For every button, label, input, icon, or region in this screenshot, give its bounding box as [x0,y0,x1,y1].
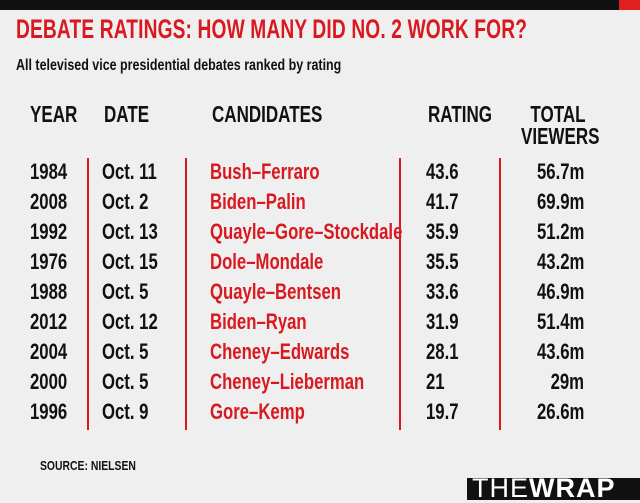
cell-year: 2008 [30,189,68,214]
cell-rating: 28.1 [426,339,459,364]
column-header-date: DATE [104,101,150,127]
cell-candidates: Cheney–Edwards [210,339,350,364]
cell-year: 1988 [30,279,68,304]
cell-candidates: Quayle–Gore–Stockdale [210,219,403,244]
column-header-viewers-line1: TOTAL [530,101,586,127]
column-header-year: YEAR [30,101,78,127]
cell-viewers: 43.6m [536,339,584,364]
cell-date: Oct. 5 [102,339,149,364]
column-divider [185,158,187,430]
column-header-candidates: CANDIDATES [212,101,323,127]
cell-viewers: 26.6m [536,399,584,424]
cell-candidates: Cheney–Lieberman [210,369,365,394]
logo-bar [467,478,640,500]
cell-date: Oct. 11 [102,159,157,184]
cell-candidates: Biden–Palin [210,189,306,214]
cell-rating: 41.7 [426,189,459,214]
cell-year: 2012 [30,309,68,334]
cell-date: Oct. 5 [102,279,149,304]
cell-date: Oct. 12 [102,309,158,334]
chart-title: DEBATE RATINGS: HOW MANY DID NO. 2 WORK … [16,14,528,44]
cell-date: Oct. 13 [102,219,158,244]
column-divider [499,158,501,430]
cell-rating: 19.7 [426,399,459,424]
cell-viewers: 29m [550,369,584,394]
column-header-rating: RATING [428,101,492,127]
cell-date: Oct. 5 [102,369,149,394]
cell-year: 1992 [30,219,68,244]
cell-year: 1996 [30,399,68,424]
cell-candidates: Biden–Ryan [210,309,307,334]
cell-year: 2000 [30,369,68,394]
cell-viewers: 56.7m [536,159,584,184]
top-bar-accent [619,0,640,10]
cell-candidates: Bush–Ferraro [210,159,320,184]
cell-viewers: 51.2m [536,219,584,244]
cell-year: 2004 [30,339,68,364]
cell-rating: 31.9 [426,309,459,334]
cell-rating: 35.5 [426,249,459,274]
source-note: SOURCE: NIELSEN [40,458,136,473]
cell-year: 1976 [30,249,68,274]
cell-viewers: 46.9m [536,279,584,304]
cell-rating: 43.6 [426,159,459,184]
top-bar [0,0,640,10]
cell-date: Oct. 2 [102,189,149,214]
cell-date: Oct. 15 [102,249,158,274]
cell-date: Oct. 9 [102,399,149,424]
cell-viewers: 43.2m [536,249,584,274]
cell-rating: 33.6 [426,279,459,304]
cell-candidates: Gore–Kemp [210,399,305,424]
column-divider [87,158,89,430]
chart-subtitle: All televised vice presidential debates … [16,57,342,74]
cell-rating: 35.9 [426,219,459,244]
column-divider [399,158,401,430]
cell-viewers: 51.4m [536,309,584,334]
cell-rating: 21 [426,369,445,394]
cell-viewers: 69.9m [536,189,584,214]
cell-year: 1984 [30,159,68,184]
cell-candidates: Dole–Mondale [210,249,324,274]
cell-candidates: Quayle–Bentsen [210,279,342,304]
column-header-viewers-line2: VIEWERS [521,123,600,149]
thewrap-logo: THEWRAP [472,473,616,503]
